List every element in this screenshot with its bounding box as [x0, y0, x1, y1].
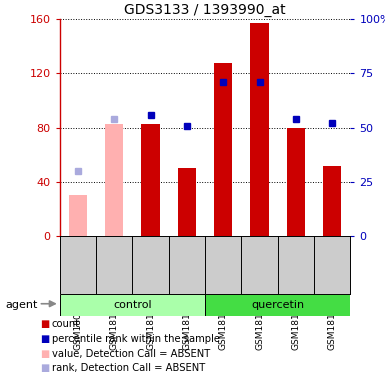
Bar [69, 195, 87, 236]
Text: count: count [52, 319, 80, 329]
Text: quercetin: quercetin [251, 300, 304, 310]
Bar [141, 124, 160, 236]
Text: agent: agent [6, 300, 38, 310]
Bar [205, 294, 350, 316]
Title: GDS3133 / 1393990_at: GDS3133 / 1393990_at [124, 3, 286, 17]
Bar [178, 168, 196, 236]
Bar [323, 166, 341, 236]
Text: control: control [113, 300, 152, 310]
Bar [214, 63, 232, 236]
Text: ■: ■ [40, 349, 49, 359]
Text: percentile rank within the sample: percentile rank within the sample [52, 334, 220, 344]
Bar [105, 124, 123, 236]
Text: ■: ■ [40, 363, 49, 373]
Text: value, Detection Call = ABSENT: value, Detection Call = ABSENT [52, 349, 210, 359]
Text: rank, Detection Call = ABSENT: rank, Detection Call = ABSENT [52, 363, 205, 373]
Text: ■: ■ [40, 319, 49, 329]
Bar [250, 23, 269, 236]
Text: ■: ■ [40, 334, 49, 344]
Bar [287, 127, 305, 236]
Bar [60, 294, 205, 316]
